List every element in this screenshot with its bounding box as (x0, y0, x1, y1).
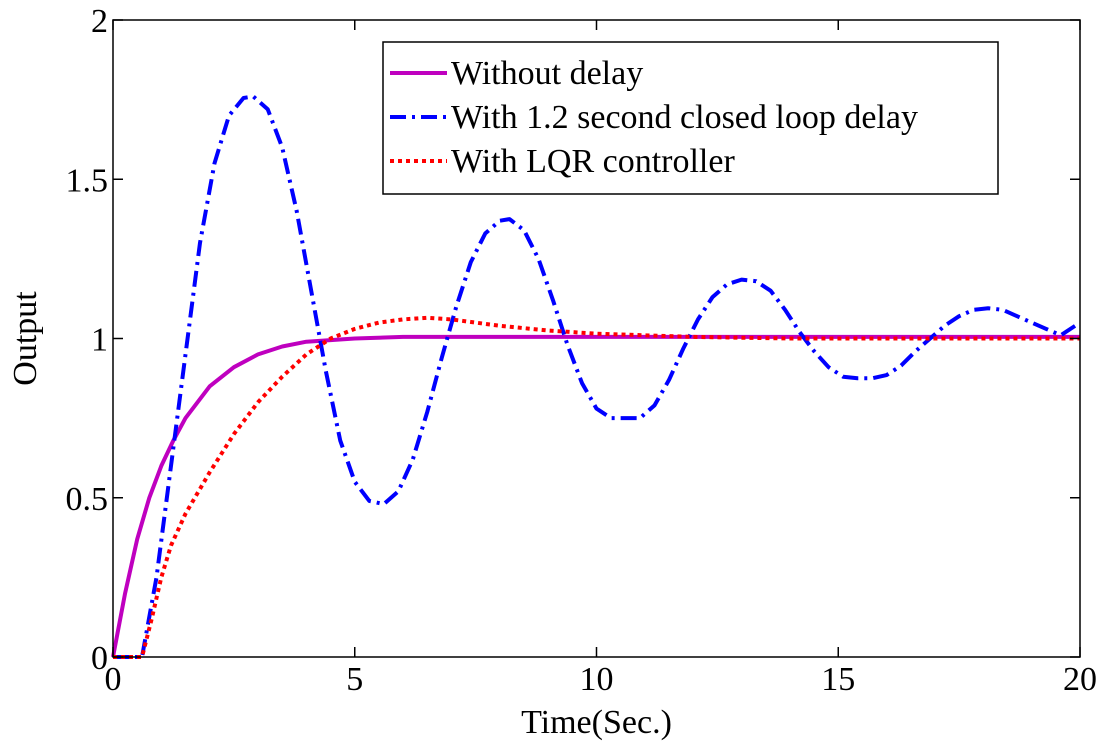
x-tick-label: 10 (580, 661, 614, 698)
legend: Without delay With 1.2 second closed loop… (382, 41, 999, 195)
plot-frame (112, 19, 1081, 658)
x-axis-label: Time(Sec.) (521, 704, 672, 741)
y-tick-label: 2 (91, 3, 108, 40)
y-tick-label: 1 (91, 322, 108, 359)
legend-label-3: With LQR controller (451, 143, 735, 180)
y-tick-label: 1.5 (66, 162, 109, 199)
x-tick-label: 0 (105, 661, 122, 698)
series-layer (111, 94, 1082, 659)
x-tick-label: 5 (346, 661, 363, 698)
legend-label-1: Without delay (451, 55, 643, 92)
series-line-1 (111, 334, 1080, 658)
x-tick-label: 20 (1063, 661, 1097, 698)
x-tick-label: 15 (821, 661, 855, 698)
legend-label-2: With 1.2 second closed loop delay (451, 99, 918, 136)
y-axis-label: Output (7, 291, 44, 386)
y-tick-label: 0.5 (66, 481, 109, 518)
y-tick-label: 0 (91, 640, 108, 677)
series-line-2 (113, 94, 1082, 659)
legend-box (382, 41, 999, 195)
